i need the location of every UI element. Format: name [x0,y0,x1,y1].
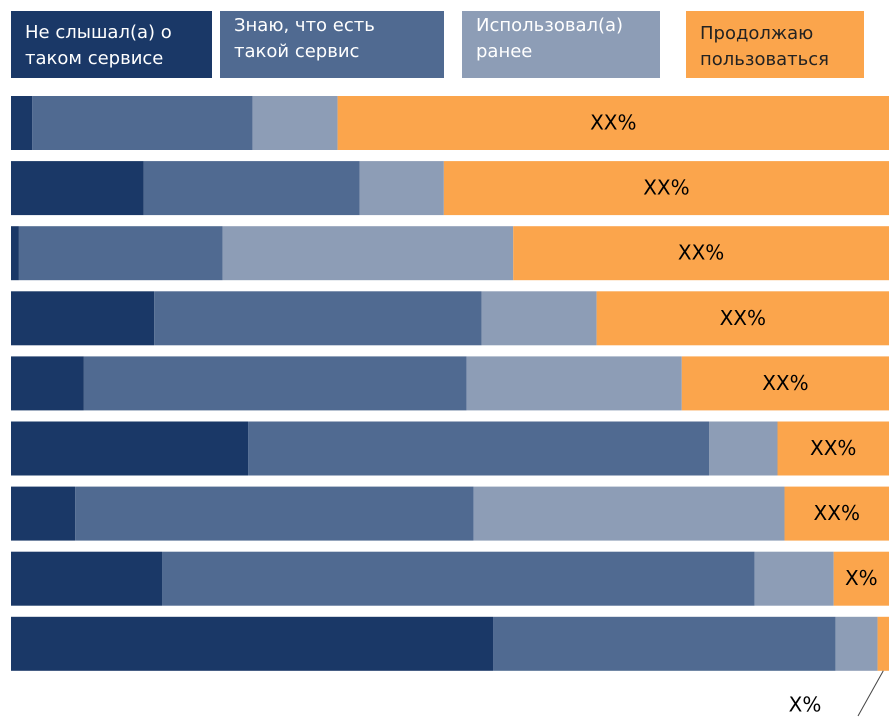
bar-segment [466,356,682,411]
data-label: XX% [590,111,636,135]
bar-segment [754,551,834,606]
data-label: XX% [762,371,808,395]
bar-segment [11,226,19,281]
legend-label: Не слышал(а) о таком сервисе [25,22,172,69]
bar-segment [222,226,514,281]
bar-segment [596,291,889,346]
bar-segment [681,356,889,411]
bar-segment [11,616,494,671]
bar-segment [11,161,144,216]
bar-segment [11,96,33,150]
bar-segment [75,486,474,541]
bar-segment [493,616,836,671]
bar-segment [443,161,889,216]
data-label: XX% [810,436,856,460]
legend-swatch [686,11,864,78]
bar-segment [877,616,889,671]
bar-segment [777,421,889,476]
legend-label: Использовал(а) ранее [476,15,623,62]
legend-label: Знаю, что есть такой сервис [234,15,375,62]
data-label: XX% [643,176,689,200]
data-label: X% [789,693,822,717]
data-label: XX% [678,241,724,265]
bar-segment [359,161,444,216]
legend-swatch [462,11,660,78]
leader-line [857,670,884,717]
bar-segment [481,291,597,346]
bar-segment [473,486,785,541]
bar-segment [11,291,155,346]
legend-swatch [11,11,212,78]
bar-segment [248,421,710,476]
bar-segment [337,96,890,150]
bar-segment [11,486,76,541]
bar-segment [18,226,223,281]
bar-segment [11,356,84,411]
bar-segment [835,616,878,671]
data-label: XX% [814,501,860,525]
bar-segment [154,291,482,346]
bar-segment [784,486,889,541]
bar-segment [709,421,778,476]
bar-segment [143,161,360,216]
bar-segment [32,96,253,150]
bar-segment [513,226,889,281]
data-label: X% [845,566,878,590]
legend-swatch [220,11,444,78]
bar-segment [11,551,163,606]
bar-segment [833,551,889,606]
bar-segment [11,421,249,476]
bar-segment [83,356,467,411]
data-label: XX% [720,306,766,330]
legend-label: Продолжаю пользоваться [700,23,829,70]
bar-segment [162,551,755,606]
bar-segment [252,96,338,150]
